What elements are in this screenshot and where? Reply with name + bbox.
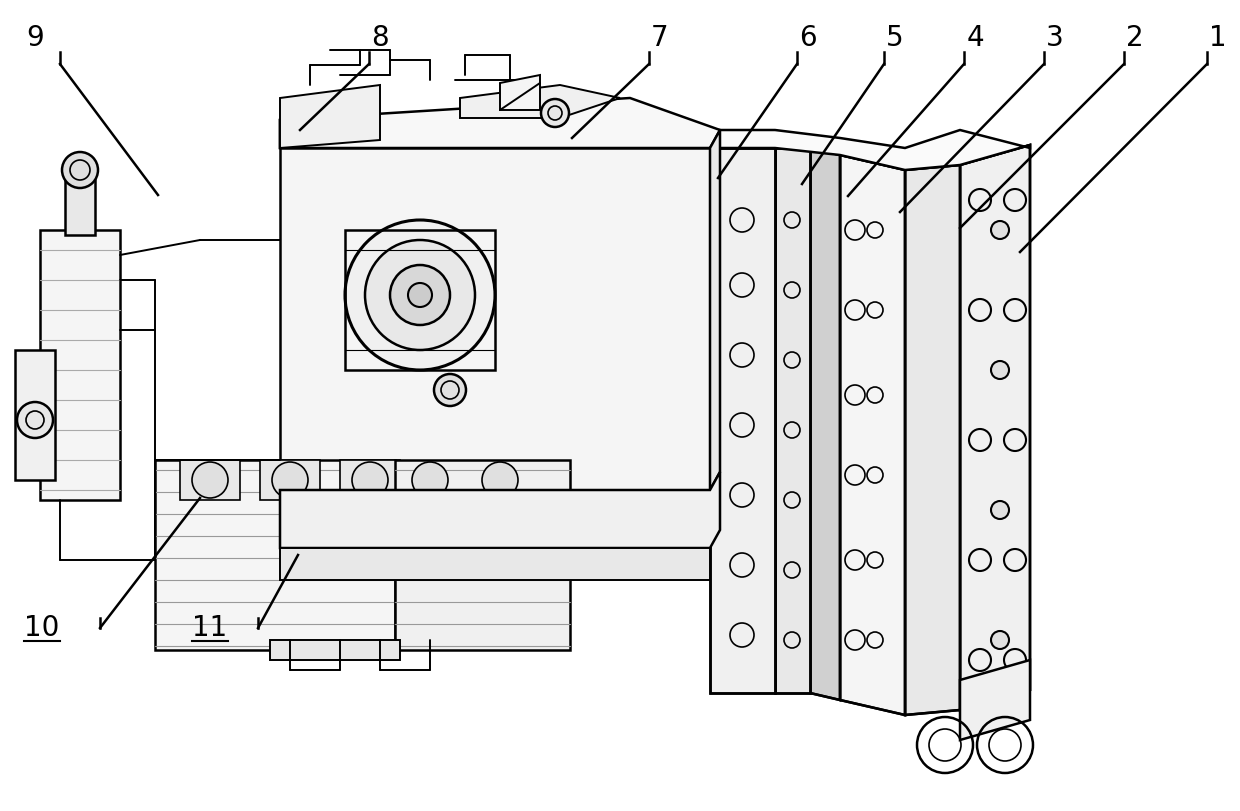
Polygon shape (270, 640, 401, 660)
Polygon shape (810, 148, 839, 700)
Circle shape (352, 462, 388, 498)
Polygon shape (280, 472, 720, 548)
Polygon shape (64, 180, 95, 235)
Text: 1: 1 (1209, 24, 1226, 52)
Polygon shape (280, 148, 711, 490)
Polygon shape (500, 75, 539, 110)
Circle shape (365, 240, 475, 350)
Polygon shape (905, 165, 960, 715)
Polygon shape (40, 230, 120, 500)
Circle shape (541, 99, 569, 127)
Polygon shape (260, 460, 320, 500)
Polygon shape (460, 85, 620, 118)
Polygon shape (711, 130, 1030, 170)
Circle shape (345, 220, 495, 370)
Circle shape (408, 283, 432, 307)
Circle shape (272, 462, 308, 498)
Text: 10: 10 (25, 614, 60, 642)
Polygon shape (775, 148, 810, 693)
Polygon shape (15, 350, 55, 480)
Circle shape (412, 462, 448, 498)
Polygon shape (280, 120, 720, 148)
Circle shape (991, 221, 1009, 239)
Circle shape (991, 361, 1009, 379)
Circle shape (192, 462, 228, 498)
Circle shape (17, 402, 53, 438)
Polygon shape (180, 460, 241, 500)
Polygon shape (280, 98, 720, 148)
Polygon shape (280, 85, 379, 148)
Circle shape (62, 152, 98, 188)
Circle shape (482, 462, 518, 498)
Text: 6: 6 (800, 24, 817, 52)
Polygon shape (340, 460, 401, 500)
Polygon shape (280, 548, 711, 580)
Text: 9: 9 (26, 24, 43, 52)
Text: 7: 7 (651, 24, 668, 52)
Circle shape (991, 631, 1009, 649)
Polygon shape (155, 460, 396, 650)
Text: 8: 8 (371, 24, 389, 52)
Circle shape (991, 501, 1009, 519)
Text: 2: 2 (1126, 24, 1143, 52)
Circle shape (434, 374, 466, 406)
Text: 5: 5 (887, 24, 904, 52)
Polygon shape (396, 460, 570, 650)
Text: 4: 4 (966, 24, 983, 52)
Polygon shape (711, 130, 720, 490)
Text: 11: 11 (192, 614, 228, 642)
Text: 3: 3 (1047, 24, 1064, 52)
Polygon shape (960, 660, 1030, 740)
Polygon shape (960, 145, 1030, 710)
Polygon shape (839, 155, 905, 715)
Polygon shape (711, 148, 775, 693)
Circle shape (391, 265, 450, 325)
